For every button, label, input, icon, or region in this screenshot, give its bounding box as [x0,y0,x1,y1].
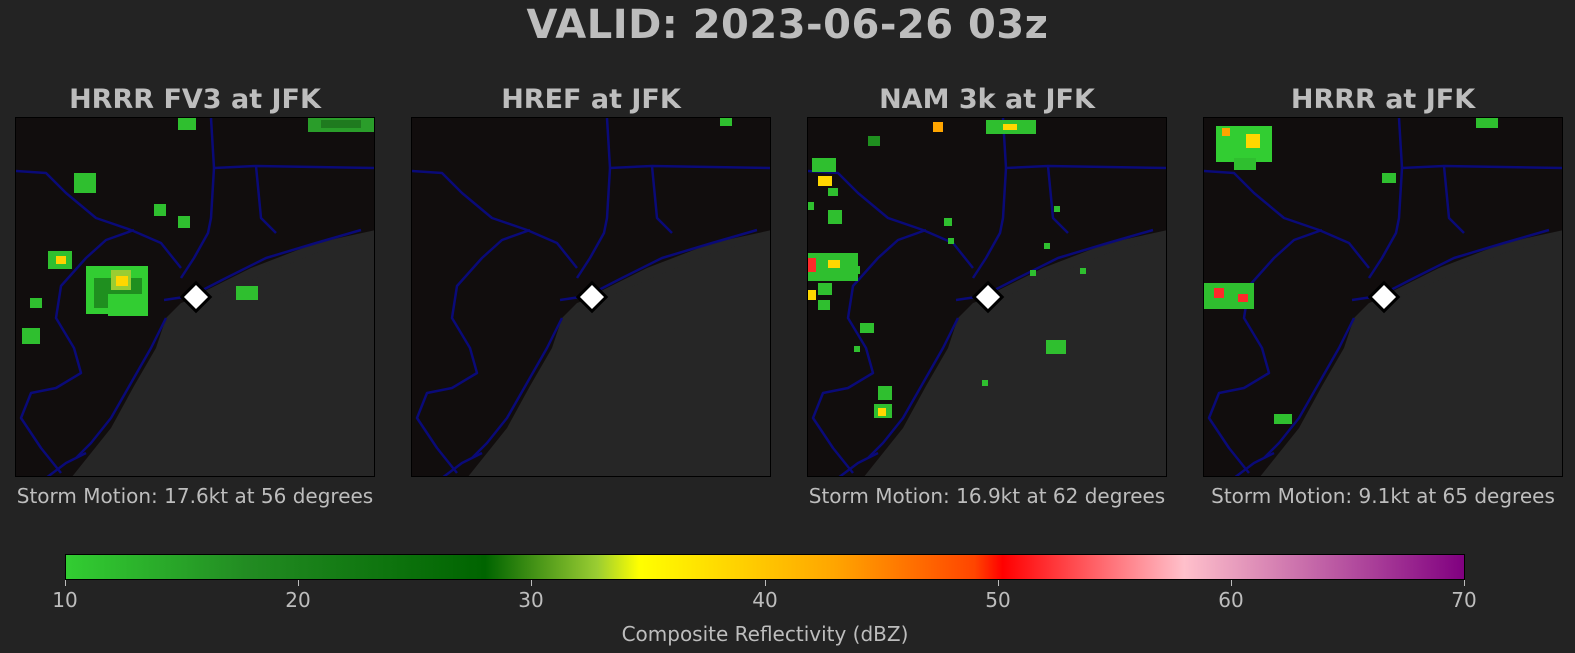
map-panel-nam-3k [807,117,1167,477]
map-panel-href [411,117,771,477]
map-panel-hrrr [1203,117,1563,477]
map-panel-hrrr-fv3 [15,117,375,477]
colorbar-label: Composite Reflectivity (dBZ) [621,622,909,646]
storm-motion-hrrr-fv3: Storm Motion: 17.6kt at 56 degrees [16,484,374,508]
colorbar-tick [1231,580,1232,586]
panel-title-hrrr-fv3: HRRR FV3 at JFK [69,84,321,115]
storm-motion-nam-3k: Storm Motion: 16.9kt at 62 degrees [808,484,1166,508]
colorbar-tick [531,580,532,586]
colorbar-tick-label: 20 [285,588,311,612]
colorbar-tick-label: 70 [1451,588,1477,612]
colorbar-tick-label: 10 [52,588,78,612]
reflectivity-colorbar [65,554,1465,580]
colorbar-tick-label: 30 [518,588,544,612]
panel-title-hrrr: HRRR at JFK [1290,84,1476,115]
colorbar-tick [765,580,766,586]
page-title: VALID: 2023-06-26 03z [526,2,1049,48]
colorbar-tick-label: 60 [1218,588,1244,612]
colorbar-tick [998,580,999,586]
panel-title-href: HREF at JFK [501,84,681,115]
panel-title-nam-3k: NAM 3k at JFK [879,84,1095,115]
colorbar-tick [1464,580,1465,586]
colorbar-tick-label: 40 [752,588,778,612]
colorbar-tick-label: 50 [985,588,1011,612]
storm-motion-hrrr: Storm Motion: 9.1kt at 65 degrees [1211,484,1555,508]
colorbar-tick [65,580,66,586]
colorbar-tick [298,580,299,586]
